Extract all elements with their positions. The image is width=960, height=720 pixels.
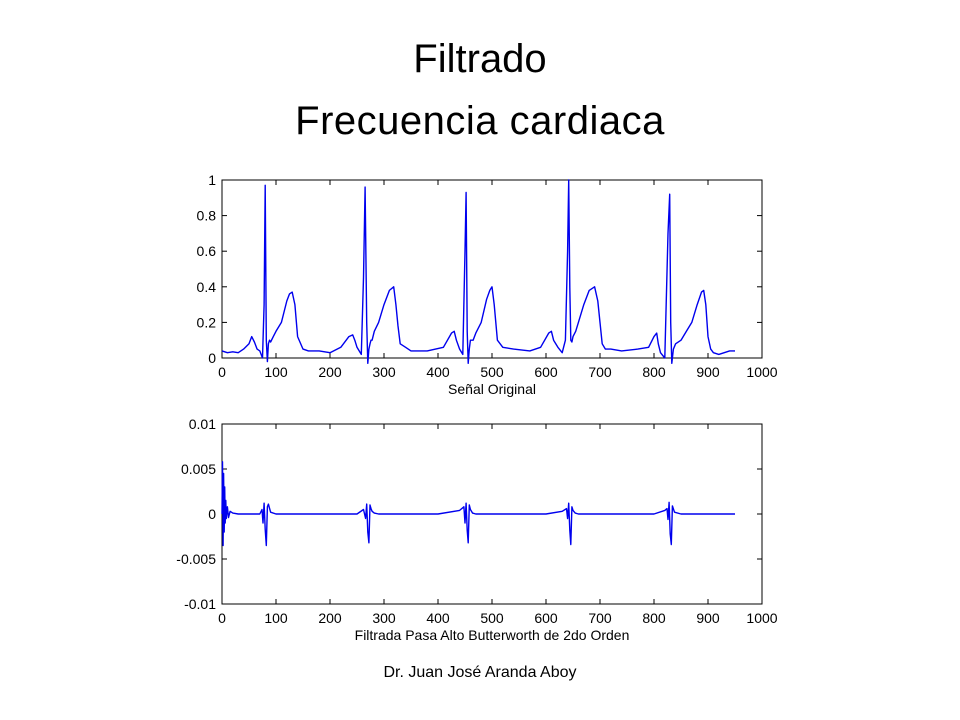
x-tick-label: 300 <box>372 610 396 626</box>
y-tick-label: 0.8 <box>197 208 217 224</box>
x-tick-label: 1000 <box>746 364 777 380</box>
y-tick-label: 0.6 <box>197 243 217 259</box>
x-tick-label: 600 <box>534 610 558 626</box>
x-tick-label: 200 <box>318 364 342 380</box>
series-line-1 <box>221 461 735 547</box>
x-tick-label: 800 <box>642 610 666 626</box>
x-tick-label: 900 <box>696 364 720 380</box>
x-tick-label: 800 <box>642 364 666 380</box>
y-tick-label: 1 <box>208 172 216 188</box>
x-tick-label: 100 <box>264 364 288 380</box>
y-tick-label: 0.01 <box>189 416 216 432</box>
chart-2: 0 100 200 300 400 500 600 700 800 900 1000 -0.01 -0.… <box>176 416 777 643</box>
x-axis-label: Filtrada Pasa Alto Butterworth de 2do Or… <box>355 627 630 643</box>
y-tick-label: 0 <box>208 506 216 522</box>
y-tick-label: -0.01 <box>184 596 216 612</box>
x-tick-label: 500 <box>480 610 504 626</box>
x-tick-label: 0 <box>218 610 226 626</box>
x-tick-label: 600 <box>534 364 558 380</box>
y-tick-label: 0.2 <box>197 314 217 330</box>
x-tick-label: 100 <box>264 610 288 626</box>
y-tick-label: 0.4 <box>197 279 217 295</box>
x-tick-label: 0 <box>218 364 226 380</box>
chart-1: 0 100 200 300 400 500 600 700 800 900 1000 0 0.2 0.4 0… <box>197 172 778 397</box>
y-tick-label: 0 <box>208 350 216 366</box>
slide-footer-author: Dr. Juan José Aranda Aboy <box>383 664 577 681</box>
slide-title-line2: Frecuencia cardiaca <box>295 99 665 143</box>
x-tick-label: 400 <box>426 610 450 626</box>
x-tick-label: 700 <box>588 364 612 380</box>
y-tick-label: -0.005 <box>176 551 216 567</box>
x-axis-label: Señal Original <box>448 381 536 397</box>
x-tick-label: 400 <box>426 364 450 380</box>
slide-title-line1: Filtrado <box>413 37 547 81</box>
x-tick-label: 300 <box>372 364 396 380</box>
x-tick-label: 700 <box>588 610 612 626</box>
y-tick-label: 0.005 <box>181 461 216 477</box>
series-line-1 <box>221 179 735 364</box>
x-tick-label: 500 <box>480 364 504 380</box>
x-tick-label: 1000 <box>746 610 777 626</box>
plot-frame <box>221 179 763 359</box>
x-tick-label: 200 <box>318 610 342 626</box>
x-tick-label: 900 <box>696 610 720 626</box>
